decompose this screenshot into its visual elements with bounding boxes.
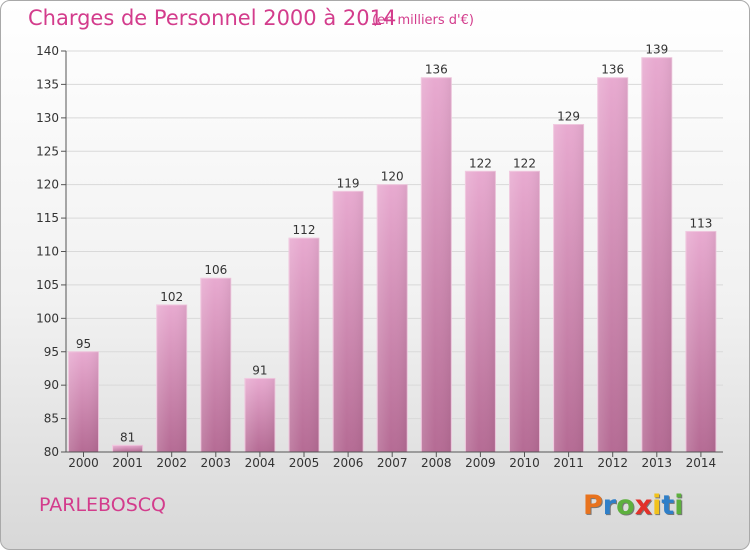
- data-label: 122: [469, 156, 492, 170]
- x-tick-label: 2013: [642, 456, 673, 470]
- data-label: 95: [76, 337, 91, 351]
- data-label: 119: [337, 176, 360, 190]
- data-label: 91: [252, 363, 267, 377]
- data-label: 120: [381, 170, 404, 184]
- x-tick-label: 2008: [421, 456, 452, 470]
- bar-shine: [112, 445, 143, 452]
- x-tick-label: 2005: [289, 456, 320, 470]
- x-tick-label: 2000: [68, 456, 99, 470]
- y-tick-label: 95: [44, 345, 59, 359]
- bar-shine: [641, 57, 672, 452]
- x-tick-label: 2012: [597, 456, 628, 470]
- x-tick-label: 2010: [509, 456, 540, 470]
- bar-shine: [465, 171, 496, 453]
- x-tick-label: 2007: [377, 456, 408, 470]
- brand-letter: t: [661, 490, 675, 521]
- y-tick-label: 120: [36, 178, 59, 192]
- y-tick-label: 140: [36, 44, 59, 58]
- bar-shine: [200, 278, 231, 452]
- bar-shine: [509, 171, 540, 453]
- bar-shine: [68, 351, 99, 452]
- data-label: 81: [120, 430, 135, 444]
- y-tick-label: 110: [36, 245, 59, 259]
- x-tick-label: 2003: [201, 456, 232, 470]
- data-label: 102: [160, 290, 183, 304]
- data-label: 139: [645, 43, 668, 57]
- bar-shine: [289, 238, 319, 452]
- data-label: 122: [513, 156, 536, 170]
- y-tick-label: 80: [44, 445, 59, 459]
- bar-shine: [156, 304, 187, 452]
- data-label: 136: [425, 63, 448, 77]
- y-tick-label: 90: [44, 378, 59, 392]
- data-label: 113: [689, 216, 712, 230]
- brand-letter: r: [602, 490, 617, 521]
- commune-name: PARLEBOSCQ: [39, 494, 166, 516]
- x-tick-label: 2002: [156, 456, 187, 470]
- x-tick-label: 2004: [245, 456, 276, 470]
- bar-shine: [333, 191, 364, 452]
- brand-letter: i: [674, 490, 684, 521]
- y-tick-label: 115: [36, 211, 59, 225]
- brand-letter: x: [634, 490, 653, 521]
- chart-unit-label: (en milliers d'€): [372, 13, 474, 28]
- data-label: 106: [204, 263, 227, 277]
- bar-shine: [377, 184, 408, 452]
- bar-shine: [685, 231, 716, 452]
- x-tick-label: 2001: [112, 456, 143, 470]
- brand-letter: P: [583, 490, 603, 521]
- y-tick-label: 105: [36, 278, 59, 292]
- y-tick-label: 85: [44, 412, 59, 426]
- bar-shine: [553, 124, 584, 453]
- brand-letter: o: [616, 490, 635, 521]
- x-tick-label: 2014: [686, 456, 717, 470]
- brand-letter: i: [652, 490, 662, 521]
- bar-shine: [421, 77, 452, 452]
- y-tick-label: 125: [36, 144, 59, 158]
- x-tick-label: 2009: [465, 456, 496, 470]
- y-tick-label: 130: [36, 111, 59, 125]
- data-label: 129: [557, 110, 580, 124]
- data-label: 112: [293, 223, 316, 237]
- y-tick-label: 100: [36, 311, 59, 325]
- bar-shine: [597, 77, 628, 452]
- bar-shine: [244, 378, 275, 452]
- proxiti-logo: Proxiti: [583, 490, 684, 521]
- y-tick-label: 135: [36, 77, 59, 91]
- chart-title: Charges de Personnel 2000 à 2014: [28, 6, 397, 30]
- data-label: 136: [601, 63, 624, 77]
- x-tick-label: 2011: [553, 456, 584, 470]
- x-tick-label: 2006: [333, 456, 364, 470]
